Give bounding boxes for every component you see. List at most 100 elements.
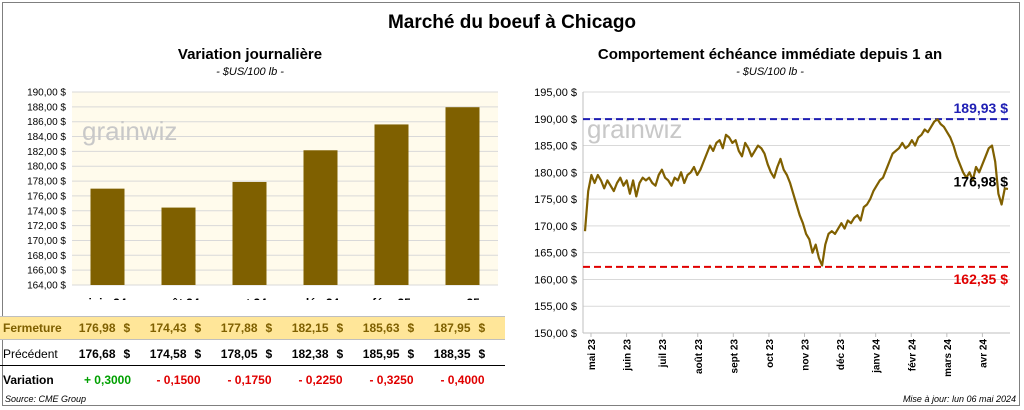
y-tick-label: 170,00 $ [27, 236, 66, 247]
x-tick-label: sept 23 [729, 339, 740, 374]
previous-row: Précédent 176,68 $174,58 $178,05 $182,38 $18… [0, 343, 505, 366]
low-label: 162,35 $ [954, 271, 1009, 287]
variation-label: Variation [3, 373, 54, 387]
bar-chart: 164,00 $ 166,00 $ 168,00 $ 170,00 $ 172,00 $… [27, 88, 498, 300]
bar [374, 124, 409, 285]
table-cell: 182,15 [291, 321, 329, 335]
currency-sign: $ [194, 347, 202, 361]
currency-sign: $ [265, 347, 273, 361]
y-tick-label: 190,00 $ [27, 88, 66, 99]
table-cell: 188,35 [433, 347, 471, 361]
currency-sign: $ [123, 347, 131, 361]
y-tick-label: 170,00 $ [534, 221, 577, 233]
high-label: 189,93 $ [954, 100, 1009, 116]
y-tick-label: 150,00 $ [534, 328, 577, 340]
x-tick-label: juin 24 [87, 296, 126, 300]
y-tick-label: 188,00 $ [27, 102, 66, 113]
last-value-label: 176,98 $ [954, 173, 1009, 189]
x-tick-label: août 23 [694, 339, 705, 374]
x-tick-label: avr 25 [445, 296, 480, 300]
table-cell: 174,58 [149, 347, 187, 361]
x-tick-label: avr 24 [978, 339, 989, 368]
variation-cell: - 0,2250 [298, 373, 343, 387]
plot-area [72, 92, 498, 285]
y-tick-label: 195,00 $ [534, 87, 577, 99]
variation-row: Variation + 0,3000 - 0,1500 - 0,1750 - 0,22… [0, 369, 505, 391]
variation-cell: + 0,3000 [83, 373, 132, 387]
previous-label: Précédent [3, 347, 58, 361]
bar-chart-unit: - $US/100 lb - [216, 66, 284, 78]
x-tick-label: oct 23 [765, 339, 776, 368]
y-tick-label: 186,00 $ [27, 117, 66, 128]
chart-frame [2, 2, 1020, 406]
table-cell: 182,38 [291, 347, 329, 361]
table-cell: 185,95 [362, 347, 400, 361]
currency-sign: $ [336, 347, 344, 361]
update-note: Mise à jour: lun 06 mai 2024 [902, 394, 1016, 404]
x-tick-label: août 24 [157, 296, 199, 300]
bar [232, 181, 267, 285]
bar-chart-title: Variation journalière [177, 46, 323, 63]
y-tick-label: 182,00 $ [27, 147, 66, 158]
bar [161, 207, 196, 285]
currency-sign: $ [478, 347, 486, 361]
bar [445, 107, 480, 285]
y-tick-label: 190,00 $ [534, 114, 577, 126]
x-tick-label: oct 24 [232, 296, 267, 300]
y-tick-label: 185,00 $ [534, 141, 577, 153]
y-tick-label: 175,00 $ [534, 194, 577, 206]
y-tick-label: 164,00 $ [27, 281, 66, 292]
watermark-text: grainwiz [82, 116, 177, 146]
y-tick-label: 168,00 $ [27, 251, 66, 262]
y-tick-label: 178,00 $ [27, 177, 66, 188]
y-tick-label: 172,00 $ [27, 221, 66, 232]
currency-sign: $ [265, 321, 273, 335]
x-tick-label: déc 23 [836, 339, 847, 371]
currency-sign: $ [407, 347, 415, 361]
y-tick-label: 174,00 $ [27, 206, 66, 217]
y-tick-label: 155,00 $ [534, 301, 577, 313]
y-tick-label: 166,00 $ [27, 266, 66, 277]
table-cell: 176,68 [78, 347, 116, 361]
line-chart-title: Comportement échéance immédiate depuis 1… [597, 46, 943, 63]
x-tick-label: mars 24 [943, 339, 954, 377]
currency-sign: $ [194, 321, 202, 335]
x-tick-label: janv 24 [872, 339, 883, 374]
y-tick-label: 184,00 $ [27, 132, 66, 143]
currency-sign: $ [478, 321, 486, 335]
table-cell: 178,05 [220, 347, 258, 361]
x-tick-label: juin 23 [623, 339, 634, 372]
variation-cell: - 0,3250 [369, 373, 414, 387]
close-row: Fermeture 176,98 $174,43 $177,88 $182,15 $18… [0, 316, 505, 340]
currency-sign: $ [407, 321, 415, 335]
y-tick-label: 180,00 $ [27, 162, 66, 173]
y-tick-label: 160,00 $ [534, 274, 577, 286]
x-tick-label: mai 23 [587, 339, 598, 371]
line-chart: 150,00 $ 155,00 $ 160,00 $ 165,00 $ 170,00 $… [534, 87, 1010, 377]
table-cell: 177,88 [220, 321, 258, 335]
table-cell: 176,98 [78, 321, 116, 335]
price-line [583, 118, 1009, 267]
x-tick-label: févr 24 [907, 339, 918, 372]
bar [303, 150, 338, 285]
close-label: Fermeture [3, 321, 62, 335]
y-tick-label: 176,00 $ [27, 191, 66, 202]
table-cell: 187,95 [433, 321, 471, 335]
x-tick-label: févr 25 [372, 296, 411, 300]
y-tick-label: 180,00 $ [534, 167, 577, 179]
source-note: Source: CME Group [5, 394, 87, 404]
currency-sign: $ [336, 321, 344, 335]
y-tick-label: 165,00 $ [534, 248, 577, 260]
variation-cell: - 0,4000 [440, 373, 485, 387]
main-title: Marché du boeuf à Chicago [387, 12, 637, 33]
watermark-text: grainwiz [587, 114, 682, 144]
table-cell: 174,43 [149, 321, 187, 335]
line-chart-unit: - $US/100 lb - [736, 66, 804, 78]
table-cell: 185,63 [362, 321, 400, 335]
x-tick-label: nov 23 [801, 339, 812, 371]
x-tick-label: déc 24 [302, 296, 340, 300]
bar [90, 188, 125, 285]
variation-cell: - 0,1750 [227, 373, 272, 387]
x-tick-label: juil 23 [658, 339, 669, 369]
variation-cell: - 0,1500 [156, 373, 201, 387]
